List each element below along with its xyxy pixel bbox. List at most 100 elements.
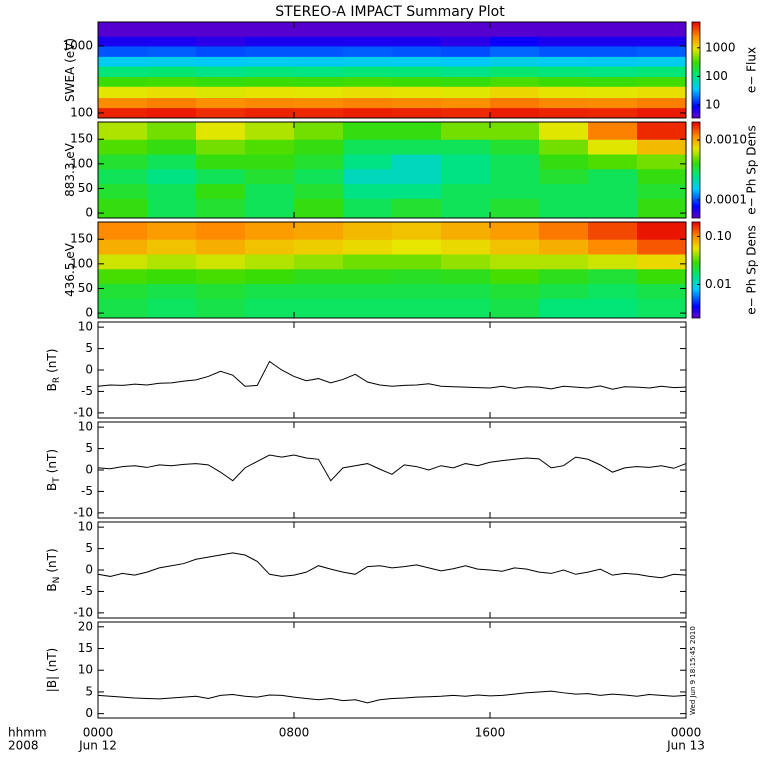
y-axis-label-main: B: [45, 483, 59, 491]
spectrogram-cell: [588, 122, 638, 140]
spectrogram-cell: [539, 86, 589, 98]
spectrogram-cell: [490, 168, 540, 185]
date-label: Jun 12: [78, 739, 117, 753]
data-line: [97, 552, 687, 579]
spectrogram-cell: [490, 298, 540, 319]
spectrogram-cell: [196, 268, 246, 285]
spectrogram-cell: [343, 36, 393, 47]
panel-frame: [97, 21, 687, 119]
spectrogram-cell: [490, 198, 540, 219]
spectrogram-cell: [98, 56, 148, 67]
spectrogram-cell: [98, 86, 148, 98]
y-tick-label: -10: [73, 505, 93, 519]
spectrogram-cell: [392, 86, 442, 98]
y-tick-label: -5: [81, 584, 93, 598]
spectrogram-cell: [98, 66, 148, 77]
y-axis-label: SWEA (eV): [63, 38, 77, 102]
spectrogram-cell: [196, 222, 246, 240]
spectrogram-cell: [196, 239, 246, 255]
spectrogram-cell: [343, 122, 393, 140]
y-tick-label: 0: [85, 563, 93, 577]
y-tick-label: 100: [70, 105, 93, 119]
spectrogram-cell: [441, 36, 491, 47]
spectrogram-cell: [98, 76, 148, 87]
x-tick-label: 0000: [83, 726, 114, 740]
spectrogram-cell: [147, 76, 197, 87]
spectrogram-cell: [294, 76, 344, 87]
y-axis-label: 883.3 eV: [63, 142, 77, 197]
spectrogram-cell: [147, 254, 197, 270]
spectrogram-cell: [637, 76, 687, 87]
spectrogram-cell: [196, 86, 246, 98]
spectrogram-cell: [588, 168, 638, 185]
y-tick-label: 0: [85, 463, 93, 477]
y-tick-label: 10: [78, 520, 93, 534]
colorbar-tick-label: 10: [705, 97, 720, 111]
spectrogram-cell: [294, 254, 344, 270]
spectrogram-cell: [98, 97, 148, 109]
spectrogram-cell: [539, 283, 589, 299]
spectrogram-cell: [490, 139, 540, 155]
spectrogram-cell: [147, 22, 197, 37]
y-tick-label: 5: [85, 441, 93, 455]
y-tick-label: 100: [70, 156, 93, 170]
spectrogram-cell: [343, 283, 393, 299]
spectrogram-cell: [490, 222, 540, 240]
spectrogram-cell: [343, 154, 393, 170]
spectrogram-cell: [490, 107, 540, 119]
spectrogram-cell: [637, 122, 687, 140]
spectrogram-cell: [147, 283, 197, 299]
spectrogram-cell: [98, 183, 148, 199]
y-axis-label: |B| (nT): [45, 648, 59, 692]
y-axis-label: BR (nT): [45, 349, 62, 392]
spectrogram-cell: [147, 139, 197, 155]
spectrogram-cell: [441, 268, 491, 285]
spectrogram-cell: [637, 107, 687, 119]
spectrogram-cell: [539, 268, 589, 285]
spectrogram-cell: [539, 298, 589, 319]
spectrogram-cell: [539, 76, 589, 87]
spectrogram-cell: [196, 198, 246, 219]
y-axis-label: BT (nT): [45, 449, 62, 491]
spectrogram-cell: [392, 298, 442, 319]
spectrogram-cell: [245, 45, 295, 57]
spectrogram-cell: [196, 154, 246, 170]
spectrogram-cell: [147, 222, 197, 240]
spectrogram-cell: [637, 22, 687, 37]
colorbar-tick-label: 0.0001: [705, 192, 747, 206]
spectrogram-cell: [343, 298, 393, 319]
spectrogram-cell: [392, 183, 442, 199]
spectrogram-cell: [98, 139, 148, 155]
spectrogram-cell: [441, 86, 491, 98]
spectrogram-cell: [490, 36, 540, 47]
spectrogram-cell: [588, 139, 638, 155]
spectrogram-cell: [343, 56, 393, 67]
spectrogram-cell: [441, 154, 491, 170]
spectrogram-cell: [343, 22, 393, 37]
colorbar-title: e− Flux: [745, 47, 759, 93]
y-tick-label: 0: [85, 306, 93, 320]
spectrogram-cell: [441, 107, 491, 119]
spectrogram-cell: [294, 86, 344, 98]
spectrogram-cell: [441, 56, 491, 67]
spectrogram-cell: [441, 122, 491, 140]
spectrogram-cell: [392, 22, 442, 37]
spectrogram-cell: [343, 66, 393, 77]
spectrogram-cell: [147, 154, 197, 170]
spectrogram-cell: [147, 268, 197, 285]
spectrogram-cell: [196, 298, 246, 319]
spectrogram-cell: [294, 222, 344, 240]
spectrogram-cell: [294, 154, 344, 170]
spectrogram-cell: [343, 198, 393, 219]
spectrogram-cell: [637, 139, 687, 155]
spectrogram-cell: [245, 283, 295, 299]
spectrogram-cell: [539, 254, 589, 270]
y-tick-label: 150: [70, 232, 93, 246]
spectrogram-cell: [490, 268, 540, 285]
y-axis-label-unit: (nT): [45, 449, 59, 473]
spectrogram-cell: [539, 107, 589, 119]
spectrogram-cell: [147, 66, 197, 77]
spectrogram-cell: [539, 154, 589, 170]
spectrogram-cell: [294, 268, 344, 285]
spectrogram-cell: [245, 183, 295, 199]
